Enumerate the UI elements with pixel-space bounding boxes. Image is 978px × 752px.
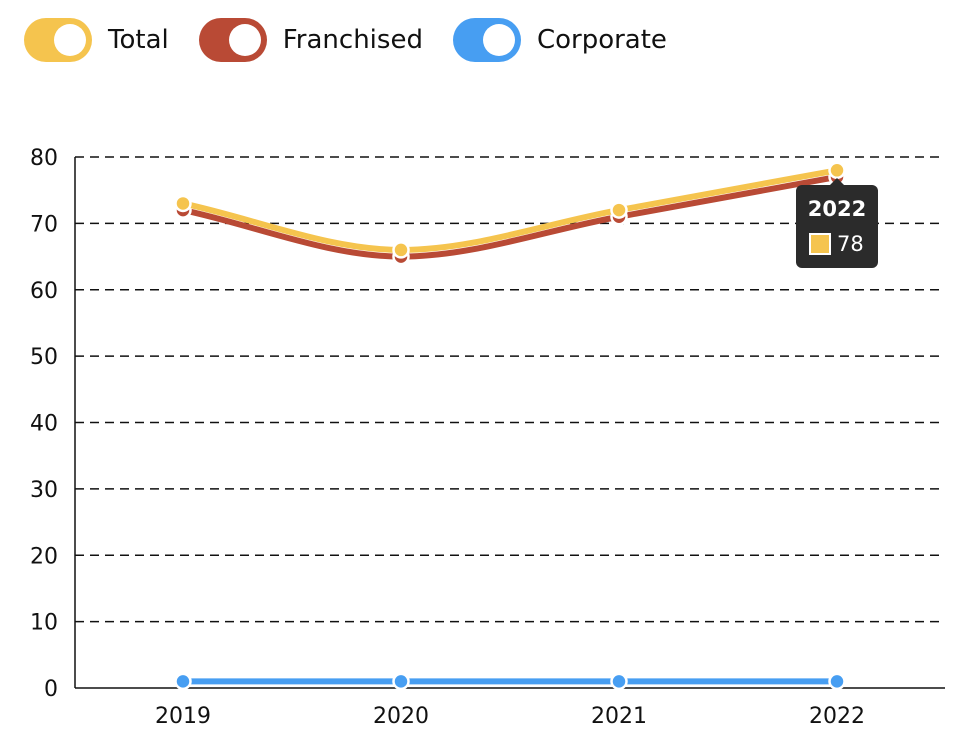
y-tick-label: 80	[30, 146, 58, 171]
data-point-total	[174, 194, 192, 213]
data-point-corporate	[610, 672, 628, 691]
series-line-franchised	[180, 173, 840, 260]
data-point-corporate	[174, 672, 192, 691]
data-point-total	[392, 241, 410, 259]
toggle-knob	[482, 24, 515, 56]
legend-toggle-corporate[interactable]	[452, 18, 521, 62]
legend-item-total[interactable]: Total	[24, 18, 169, 62]
y-tick-label: 20	[30, 544, 58, 569]
x-tick-label: 2021	[591, 704, 647, 729]
y-tick-label: 60	[30, 279, 58, 304]
tooltip-swatch	[809, 233, 831, 255]
legend-label-total: Total	[108, 25, 169, 55]
x-tick-label: 2019	[155, 704, 211, 729]
data-point-total	[828, 161, 846, 180]
y-tick-label: 30	[30, 478, 58, 503]
data-point-corporate	[392, 672, 410, 691]
tooltip-title: 2022	[808, 197, 866, 221]
toggle-knob	[54, 24, 86, 56]
tooltip-value: 78	[837, 232, 864, 256]
legend-label-corporate: Corporate	[536, 25, 667, 55]
legend-item-franchised[interactable]: Franchised	[198, 18, 423, 62]
x-tick-label: 2020	[373, 704, 429, 729]
data-point-corporate	[828, 672, 846, 691]
y-tick-label: 50	[30, 345, 58, 370]
chart-legend: Total Franchised Corporate	[24, 18, 697, 62]
y-tick-label: 40	[30, 412, 58, 437]
tooltip: 2022 78	[796, 178, 878, 268]
legend-item-corporate[interactable]: Corporate	[452, 18, 667, 62]
y-tick-label: 10	[30, 611, 58, 636]
legend-toggle-total[interactable]	[24, 18, 92, 62]
y-tick-label: 0	[44, 677, 58, 702]
legend-label-franchised: Franchised	[282, 25, 423, 55]
y-tick-label: 70	[30, 212, 58, 237]
x-tick-label: 2022	[809, 704, 865, 729]
legend-toggle-franchised[interactable]	[198, 18, 267, 62]
series-line-total	[180, 167, 840, 253]
data-point-total	[610, 201, 628, 219]
tooltip-arrow	[829, 178, 845, 186]
toggle-knob	[228, 24, 261, 56]
